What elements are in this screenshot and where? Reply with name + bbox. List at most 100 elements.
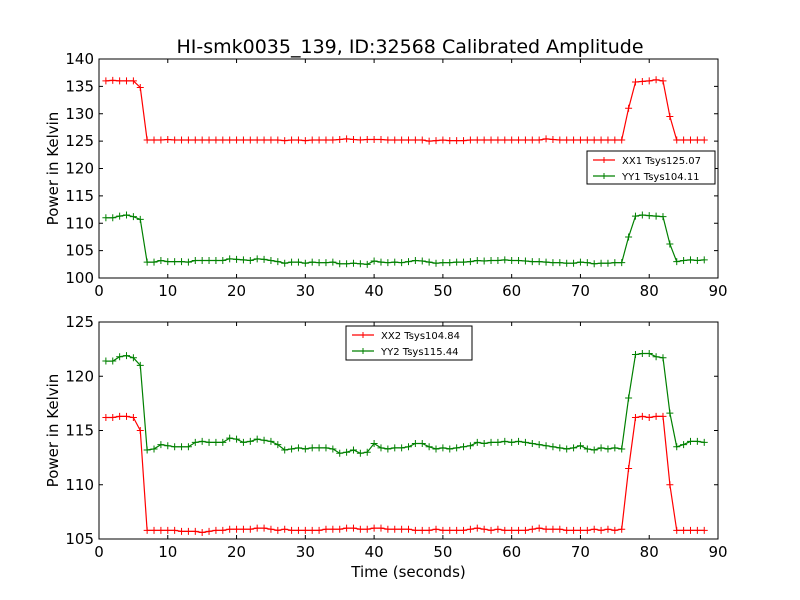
y-tick-label: 105 xyxy=(65,242,94,260)
data-point xyxy=(494,525,502,533)
data-point xyxy=(673,136,681,144)
data-point xyxy=(164,526,172,534)
data-point xyxy=(198,136,206,144)
data-point xyxy=(528,136,536,144)
data-point xyxy=(666,409,674,417)
data-point xyxy=(494,136,502,144)
data-point xyxy=(226,434,234,442)
data-point xyxy=(322,136,330,144)
data-point xyxy=(233,435,241,443)
data-point xyxy=(205,256,213,264)
data-point xyxy=(652,76,660,84)
data-point xyxy=(157,441,165,449)
data-point xyxy=(370,257,378,265)
data-point xyxy=(116,212,124,220)
data-point xyxy=(638,349,646,357)
data-point xyxy=(673,526,681,534)
data-point xyxy=(398,136,406,144)
data-point xyxy=(267,525,275,533)
data-point xyxy=(446,137,454,145)
data-point xyxy=(205,136,213,144)
data-point xyxy=(260,524,268,532)
data-point xyxy=(239,525,247,533)
data-point xyxy=(535,258,543,266)
data-point xyxy=(143,258,151,266)
data-point xyxy=(205,438,213,446)
data-point xyxy=(363,135,371,143)
data-point xyxy=(480,525,488,533)
data-point xyxy=(652,412,660,420)
data-point xyxy=(659,213,667,221)
data-point xyxy=(693,136,701,144)
data-point xyxy=(700,526,708,534)
data-point xyxy=(425,137,433,145)
data-point xyxy=(638,412,646,420)
y-tick-label: 115 xyxy=(65,422,94,440)
data-point xyxy=(597,136,605,144)
data-point xyxy=(212,256,220,264)
data-point xyxy=(494,438,502,446)
y-tick-label: 125 xyxy=(65,132,94,150)
data-point xyxy=(515,136,523,144)
x-tick-label: 60 xyxy=(502,543,521,561)
data-point xyxy=(274,258,282,266)
legend: XX2 Tsys104.84 YY2 Tsys115.44 xyxy=(345,325,473,361)
data-point xyxy=(432,137,440,145)
data-point xyxy=(281,259,289,267)
data-point xyxy=(460,443,468,451)
data-point xyxy=(315,259,323,267)
data-point xyxy=(260,436,268,444)
data-point xyxy=(123,412,131,420)
x-axis-label: Time (seconds) xyxy=(350,563,466,581)
x-tick-label: 60 xyxy=(502,282,521,300)
data-point xyxy=(226,255,234,263)
data-point xyxy=(102,357,110,365)
data-point xyxy=(109,214,117,222)
data-point xyxy=(301,526,309,534)
data-point xyxy=(301,259,309,267)
data-point xyxy=(501,526,509,534)
data-point xyxy=(432,445,440,453)
data-point xyxy=(508,438,516,446)
data-point xyxy=(680,441,688,449)
data-point xyxy=(336,135,344,143)
data-point xyxy=(405,443,412,451)
data-point xyxy=(377,258,385,266)
data-point xyxy=(260,255,268,263)
data-point xyxy=(521,438,529,446)
data-point xyxy=(680,256,688,264)
data-point xyxy=(515,256,523,264)
data-point xyxy=(102,214,110,222)
data-point xyxy=(267,437,275,445)
data-point xyxy=(487,526,495,534)
y-tick-label: 140 xyxy=(65,50,94,68)
data-point xyxy=(164,442,172,450)
data-point xyxy=(233,525,241,533)
data-point xyxy=(129,213,137,221)
x-tick-label: 0 xyxy=(94,543,104,561)
data-point xyxy=(102,77,110,85)
data-point xyxy=(487,136,495,144)
legend-marker xyxy=(601,173,607,179)
data-point xyxy=(356,260,364,268)
data-point xyxy=(164,258,172,266)
data-point xyxy=(398,525,406,533)
data-point xyxy=(432,525,440,533)
data-point xyxy=(239,438,247,446)
data-point xyxy=(631,78,639,86)
x-tick-label: 50 xyxy=(433,543,452,561)
data-point xyxy=(123,77,131,85)
data-point xyxy=(322,259,330,267)
data-point xyxy=(473,256,481,264)
data-point xyxy=(191,438,199,446)
data-point xyxy=(659,412,667,420)
data-point xyxy=(274,441,282,449)
x-tick-label: 10 xyxy=(158,543,177,561)
data-point xyxy=(446,259,454,267)
legend-marker xyxy=(601,157,607,163)
panel-2: 0 10 20 30 40 50 60 70 80 90 105 110 115 120 125 Power … xyxy=(44,313,728,581)
y-tick-label: 135 xyxy=(65,77,94,95)
data-point xyxy=(666,112,674,120)
y-axis-label: Power in Kelvin xyxy=(44,374,62,488)
y-tick-label: 110 xyxy=(65,476,94,494)
